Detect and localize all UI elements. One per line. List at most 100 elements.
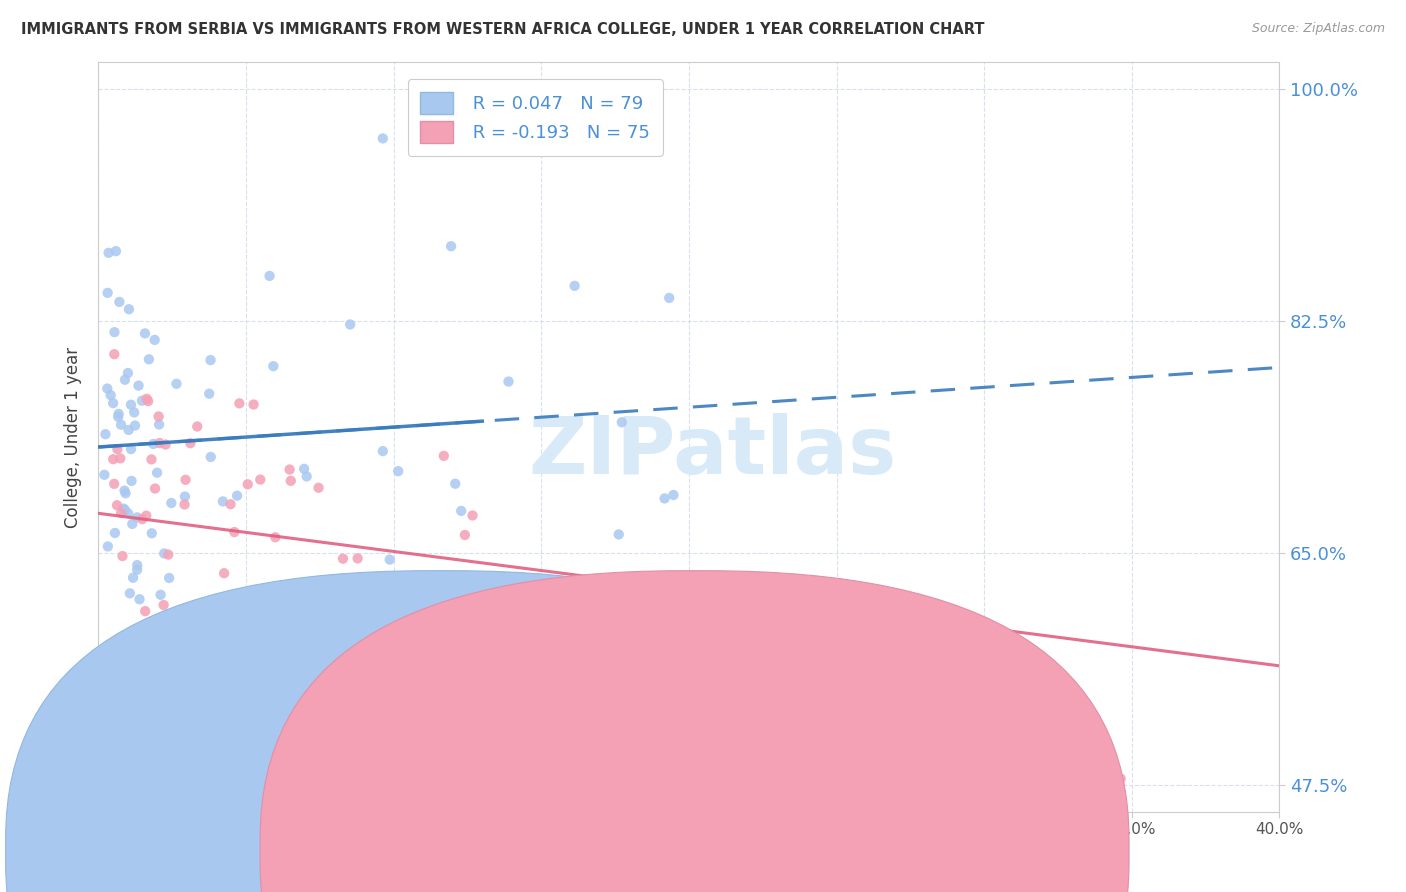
Point (110, 451, 132, 466)
Point (501, 591, 523, 606)
Point (97, 285, 120, 300)
Point (135, 392, 157, 406)
Point (105, 442, 128, 456)
Point (371, 131, 394, 145)
Point (134, 326, 156, 341)
Point (787, 624, 810, 638)
Point (105, 498, 128, 512)
Point (682, 772, 704, 786)
Point (97, 245, 120, 260)
Point (118, 302, 141, 317)
Point (523, 738, 546, 752)
Point (165, 376, 187, 391)
Point (148, 417, 170, 432)
Point (489, 673, 512, 687)
Point (558, 580, 581, 594)
Point (135, 508, 157, 523)
Point (121, 516, 143, 531)
Point (160, 496, 183, 510)
Point (295, 469, 318, 483)
Point (658, 291, 681, 305)
Point (308, 481, 330, 495)
Point (378, 552, 401, 566)
Point (114, 483, 136, 498)
Point (564, 667, 586, 681)
Point (114, 503, 136, 517)
Point (157, 548, 180, 562)
Point (117, 366, 139, 380)
Point (200, 353, 222, 368)
Point (124, 418, 146, 433)
Point (450, 504, 472, 518)
Point (141, 452, 163, 467)
Point (179, 436, 201, 450)
Legend:  R = 0.047   N = 79,  R = -0.193   N = 75: R = 0.047 N = 79, R = -0.193 N = 75 (408, 79, 664, 155)
Point (299, 598, 322, 612)
Point (249, 473, 271, 487)
Point (1109, 772, 1132, 786)
Point (155, 696, 177, 710)
Point (114, 486, 136, 500)
Point (155, 437, 177, 451)
Point (745, 772, 768, 786)
Point (103, 347, 125, 361)
Point (569, 706, 592, 720)
Point (114, 373, 136, 387)
Point (654, 491, 676, 506)
Point (610, 415, 633, 429)
Point (908, 739, 931, 753)
Point (212, 566, 235, 581)
Point (143, 482, 166, 496)
Point (120, 398, 142, 412)
Point (564, 278, 586, 293)
Point (122, 405, 145, 419)
Point (148, 436, 170, 450)
Point (398, 650, 420, 665)
Point (122, 571, 145, 585)
Point (153, 546, 176, 560)
Point (104, 525, 127, 540)
Point (346, 551, 368, 566)
Point (607, 527, 630, 541)
Point (107, 409, 129, 424)
Point (495, 667, 517, 681)
Point (440, 239, 463, 253)
Point (236, 477, 259, 491)
Point (148, 409, 170, 424)
Point (387, 464, 409, 478)
Point (157, 571, 180, 585)
Point (127, 558, 149, 573)
Point (1066, 772, 1088, 786)
Point (278, 462, 301, 476)
Text: Immigrants from Serbia: Immigrants from Serbia (464, 846, 645, 861)
Point (371, 444, 394, 458)
Point (280, 474, 302, 488)
Point (146, 466, 169, 480)
Point (93, 467, 115, 482)
Point (212, 494, 235, 508)
Point (117, 506, 139, 520)
Point (396, 659, 419, 673)
Point (138, 352, 160, 367)
Point (454, 528, 477, 542)
Point (127, 510, 149, 524)
Point (143, 333, 166, 347)
Point (150, 673, 173, 687)
Point (332, 551, 354, 566)
Point (1002, 770, 1025, 784)
Point (141, 526, 163, 541)
Point (173, 498, 195, 512)
Point (136, 394, 159, 409)
Point (103, 476, 125, 491)
Point (104, 244, 127, 259)
Point (174, 473, 197, 487)
Point (242, 397, 264, 411)
Point (751, 635, 773, 649)
Point (112, 501, 135, 516)
Point (889, 599, 911, 613)
Point (339, 318, 361, 332)
Point (142, 437, 165, 451)
Point (433, 449, 456, 463)
Point (253, 630, 276, 644)
Point (224, 524, 246, 539)
